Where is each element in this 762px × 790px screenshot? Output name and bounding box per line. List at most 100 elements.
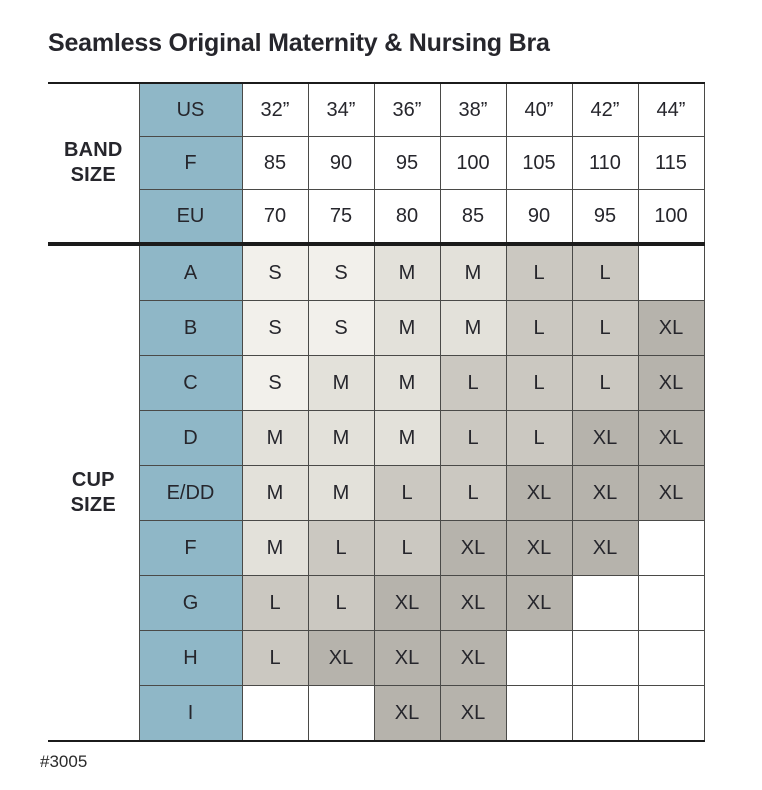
cup-row-label-c: C	[138, 355, 243, 411]
band-cell-f-col2: 90	[307, 136, 375, 190]
cup-cell-b-col3: M	[373, 300, 441, 356]
band-cell-us-col4: 38”	[439, 82, 507, 137]
band-cell-us-col1: 32”	[241, 82, 309, 137]
band-cell-f-col4: 100	[439, 136, 507, 190]
product-number: #3005	[40, 752, 88, 771]
cup-cell-c-col7: XL	[637, 355, 705, 411]
cup-cell-d-col5: L	[505, 410, 573, 466]
band-row-label-f: F	[138, 136, 243, 190]
cup-cell-e-dd-col2: M	[307, 465, 375, 521]
band-cell-eu-col3: 80	[373, 189, 441, 246]
cup-cell-d-col7: XL	[637, 410, 705, 466]
band-row-eu: EU 70 75 80 85 90 95 100	[48, 189, 705, 246]
cup-cell-g-col7	[637, 575, 705, 631]
cup-cell-g-col5: XL	[505, 575, 573, 631]
cup-cell-e-dd-col6: XL	[571, 465, 639, 521]
cup-cell-g-col4: XL	[439, 575, 507, 631]
cup-cell-a-col5: L	[505, 243, 573, 301]
cup-row-label-f: F	[138, 520, 243, 576]
cup-cell-c-col6: L	[571, 355, 639, 411]
cup-cell-d-col3: M	[373, 410, 441, 466]
cup-cell-c-col4: L	[439, 355, 507, 411]
cup-cell-h-col1: L	[241, 630, 309, 686]
cup-cell-g-col6	[571, 575, 639, 631]
cup-cell-h-col2: XL	[307, 630, 375, 686]
band-cell-f-col7: 115	[637, 136, 705, 190]
cup-cell-a-col1: S	[241, 243, 309, 301]
cup-cell-b-col6: L	[571, 300, 639, 356]
cup-cell-i-col1	[241, 685, 309, 742]
cup-cell-a-col3: M	[373, 243, 441, 301]
cup-cell-e-dd-col4: L	[439, 465, 507, 521]
band-cell-eu-col1: 70	[241, 189, 309, 246]
cup-size-section-label: CUP SIZE	[48, 243, 139, 742]
cup-cell-d-col4: L	[439, 410, 507, 466]
cup-cell-e-dd-col5: XL	[505, 465, 573, 521]
cup-cell-h-col6	[571, 630, 639, 686]
band-cell-us-col2: 34”	[307, 82, 375, 137]
cup-cell-a-col7	[637, 243, 705, 301]
cup-cell-b-col7: XL	[637, 300, 705, 356]
cup-cell-e-dd-col3: L	[373, 465, 441, 521]
cup-row-label-b: B	[138, 300, 243, 356]
cup-cell-c-col1: S	[241, 355, 309, 411]
cup-row-c: C S M M L L L XL	[48, 355, 705, 411]
cup-cell-f-col3: L	[373, 520, 441, 576]
band-cell-us-col6: 42”	[571, 82, 639, 137]
band-cell-f-col1: 85	[241, 136, 309, 190]
band-cell-f-col5: 105	[505, 136, 573, 190]
cup-row-label-a: A	[138, 243, 243, 301]
band-cell-eu-col5: 90	[505, 189, 573, 246]
band-row-f: F 85 90 95 100 105 110 115	[48, 136, 705, 190]
band-cell-eu-col2: 75	[307, 189, 375, 246]
cup-cell-h-col3: XL	[373, 630, 441, 686]
cup-row-g: G L L XL XL XL	[48, 575, 705, 631]
cup-row-b: B S S M M L L XL	[48, 300, 705, 356]
cup-cell-d-col2: M	[307, 410, 375, 466]
cup-row-f: F M L L XL XL XL	[48, 520, 705, 576]
page-title: Seamless Original Maternity & Nursing Br…	[48, 29, 550, 57]
cup-cell-b-col1: S	[241, 300, 309, 356]
cup-row-a: CUP SIZE A S S M M L L	[48, 243, 705, 742]
cup-cell-h-col7	[637, 630, 705, 686]
cup-cell-c-col5: L	[505, 355, 573, 411]
cup-cell-i-col4: XL	[439, 685, 507, 742]
cup-cell-h-col4: XL	[439, 630, 507, 686]
cup-cell-i-col6	[571, 685, 639, 742]
cup-cell-i-col3: XL	[373, 685, 441, 742]
cup-cell-e-dd-col7: XL	[637, 465, 705, 521]
cup-row-e-dd: E/DD M M L L XL XL XL	[48, 465, 705, 521]
cup-cell-h-col5	[505, 630, 573, 686]
cup-row-label-e-dd: E/DD	[138, 465, 243, 521]
cup-cell-f-col7	[637, 520, 705, 576]
size-chart-page: Seamless Original Maternity & Nursing Br…	[40, 29, 705, 771]
cup-row-h: H L XL XL XL	[48, 630, 705, 686]
cup-row-d: D M M M L L XL XL	[48, 410, 705, 466]
cup-cell-i-col5	[505, 685, 573, 742]
cup-cell-b-col5: L	[505, 300, 573, 356]
band-cell-us-col3: 36”	[373, 82, 441, 137]
cup-cell-d-col1: M	[241, 410, 309, 466]
cup-row-label-h: H	[138, 630, 243, 686]
size-chart-table: BAND SIZE US 32” 34” 36” 38” 40” 42” 44” F 85 90 95 1…	[48, 82, 705, 742]
band-cell-eu-col4: 85	[439, 189, 507, 246]
cup-cell-f-col4: XL	[439, 520, 507, 576]
band-cell-us-col5: 40”	[505, 82, 573, 137]
cup-cell-g-col1: L	[241, 575, 309, 631]
band-cell-f-col3: 95	[373, 136, 441, 190]
cup-row-label-g: G	[138, 575, 243, 631]
cup-cell-g-col3: XL	[373, 575, 441, 631]
cup-cell-b-col2: S	[307, 300, 375, 356]
cup-cell-i-col2	[307, 685, 375, 742]
band-row-label-us: US	[138, 82, 243, 137]
cup-cell-f-col1: M	[241, 520, 309, 576]
band-cell-us-col7: 44”	[637, 82, 705, 137]
cup-cell-f-col6: XL	[571, 520, 639, 576]
band-cell-f-col6: 110	[571, 136, 639, 190]
band-cell-eu-col6: 95	[571, 189, 639, 246]
cup-cell-a-col2: S	[307, 243, 375, 301]
cup-cell-d-col6: XL	[571, 410, 639, 466]
band-cell-eu-col7: 100	[637, 189, 705, 246]
cup-row-label-i: I	[138, 685, 243, 742]
cup-cell-a-col6: L	[571, 243, 639, 301]
